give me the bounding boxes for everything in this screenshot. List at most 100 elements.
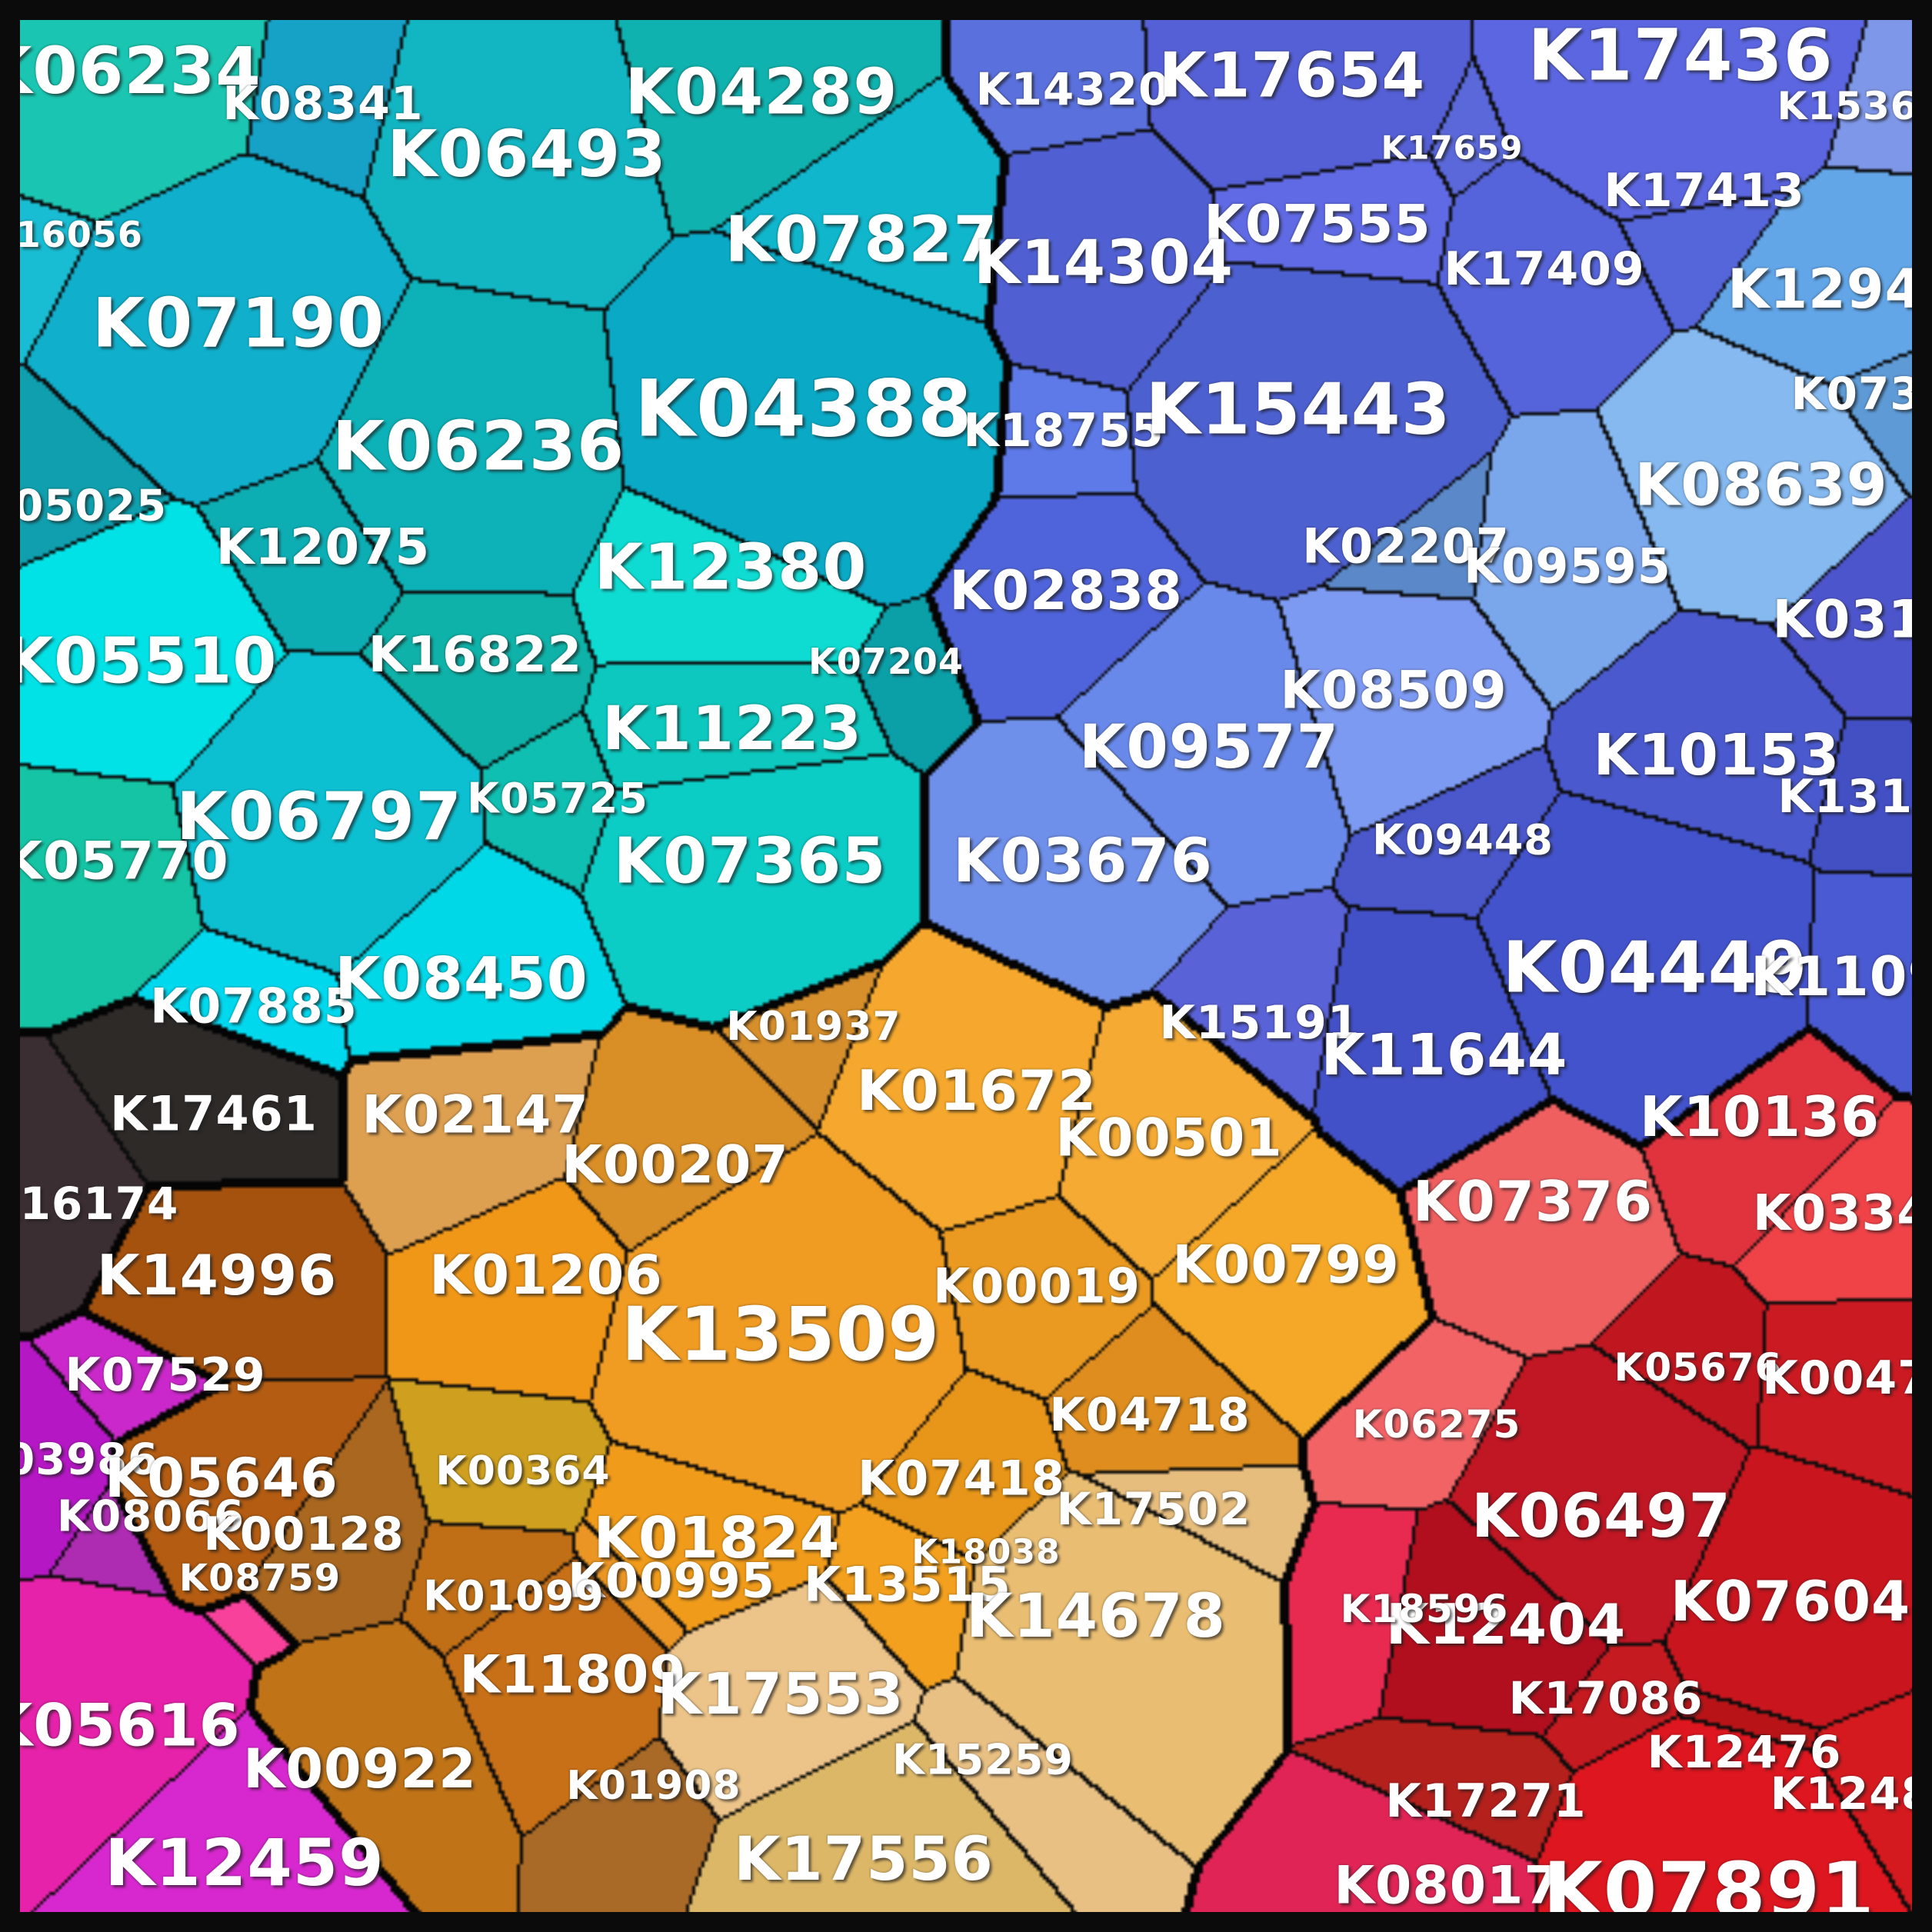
cell-label: K01937 [726, 1004, 901, 1050]
cell-label: K05770 [2, 831, 229, 892]
cell-label: K08017 [1334, 1855, 1561, 1917]
cell-label: K02838 [949, 559, 1183, 622]
cell-label: K07529 [65, 1348, 266, 1402]
cell-label: K12948 [1727, 258, 1932, 321]
cell-label: K02207 [1302, 518, 1510, 575]
cell-label: K01099 [423, 1571, 605, 1621]
cell-label: K13195 [1777, 770, 1932, 824]
cell-label: K05646 [105, 1447, 338, 1510]
cell-label: K15361 [1777, 84, 1932, 128]
cell-label: K07418 [858, 1450, 1065, 1507]
cell-label: K08639 [1634, 450, 1888, 519]
cell-label: K11223 [602, 695, 862, 764]
cell-label: K09448 [1372, 815, 1554, 864]
cell-label: K17502 [1056, 1483, 1251, 1535]
cell-label: K05725 [467, 774, 648, 823]
cell-label: K09595 [1464, 538, 1671, 595]
cell-label: K08341 [222, 77, 424, 131]
cell-label: K06797 [176, 778, 462, 855]
cell-label: K17271 [1385, 1774, 1587, 1828]
cell-label: K07190 [92, 283, 385, 363]
cell-label: K00207 [561, 1134, 789, 1196]
cell-label: K14996 [96, 1243, 338, 1307]
cell-label: K13509 [621, 1291, 941, 1377]
cell-label: K06236 [331, 406, 625, 486]
cell-label: K14320 [975, 63, 1171, 115]
cell-label: K00501 [1055, 1108, 1283, 1169]
cell-label: K06493 [387, 116, 667, 192]
cell-label: K18038 [911, 1532, 1061, 1572]
cell-label: K06275 [1352, 1402, 1521, 1447]
cell-label: K14304 [974, 228, 1234, 298]
cell-label: K17461 [110, 1085, 318, 1142]
cell-label: K15443 [1145, 368, 1451, 451]
cell-label: K16174 [0, 1178, 179, 1230]
cell-label: K07365 [613, 824, 887, 898]
cell-label: K06497 [1471, 1482, 1731, 1551]
cell-label: K17409 [1444, 242, 1645, 296]
cell-label: K00364 [435, 1448, 611, 1494]
cell-label: K16056 [0, 214, 143, 255]
cell-label: K04449 [1502, 926, 1808, 1009]
cell-label: K11644 [1321, 1022, 1568, 1088]
cell-label: K01824 [593, 1505, 841, 1571]
cell-label: K07891 [1543, 1845, 1875, 1932]
cell-label: K00799 [1172, 1234, 1400, 1296]
cell-label: K10153 [1593, 722, 1840, 788]
cell-label: K10136 [1639, 1084, 1880, 1149]
cell-label: K17553 [657, 1661, 904, 1727]
cell-label: K05025 [0, 481, 168, 531]
cell-label: K12404 [1385, 1592, 1627, 1657]
cell-label: K18755 [963, 404, 1164, 458]
cell-label: K13515 [804, 1556, 1011, 1613]
cell-label: K01672 [856, 1058, 1098, 1123]
cell-label: K12459 [105, 1825, 385, 1900]
cell-label: K07376 [1412, 1169, 1654, 1234]
cell-label: K12476 [1647, 1726, 1842, 1778]
cell-label: K14678 [966, 1582, 1226, 1651]
cell-label: K17659 [1381, 128, 1524, 167]
cell-label: K17086 [1508, 1672, 1704, 1724]
cell-label: K16822 [368, 627, 583, 684]
cell-label: K17654 [1158, 39, 1426, 112]
cell-label: K02147 [361, 1084, 589, 1146]
cell-label: K04289 [625, 55, 898, 129]
cell-label: K07827 [724, 203, 998, 277]
cell-label: K00995 [568, 1552, 775, 1609]
cell-label: K12380 [594, 531, 868, 605]
cell-label: K00922 [243, 1737, 477, 1800]
cell-label: K00019 [933, 1257, 1141, 1314]
cell-label: K17413 [1604, 164, 1805, 218]
cell-label: K07555 [1204, 194, 1431, 255]
cell-label: K17556 [734, 1825, 994, 1894]
cell-label: K18596 [1340, 1587, 1509, 1631]
cell-label: K08066 [56, 1491, 245, 1542]
cell-label: K12075 [215, 519, 431, 576]
cell-label: K05510 [4, 625, 278, 698]
cell-label: K15259 [892, 1735, 1074, 1784]
cell-label: K11809 [459, 1644, 687, 1706]
cell-label: K01206 [429, 1244, 663, 1307]
cell-label: K03676 [953, 827, 1213, 896]
cell-label: K04388 [635, 363, 973, 455]
cell-label: K07342 [1790, 368, 1932, 420]
cell-label: K11094 [1750, 945, 1932, 1008]
cell-label: K15191 [1159, 996, 1361, 1050]
cell-label: K09577 [1079, 713, 1339, 782]
cell-label: K08509 [1280, 660, 1507, 721]
cell-label: K07204 [808, 641, 964, 682]
cell-label: K07604 [1670, 1569, 1911, 1634]
cell-label: K00128 [203, 1507, 405, 1561]
cell-label: K03124 [1772, 589, 1932, 651]
cell-label: K06234 [0, 33, 261, 108]
cell-label: K04718 [1049, 1388, 1251, 1442]
cell-label: K08450 [335, 944, 588, 1013]
cell-label: K05676 [1614, 1345, 1783, 1390]
cell-label: K03986 [0, 1434, 159, 1485]
cell-label: K17436 [1527, 14, 1834, 97]
cell-label: K03348 [1752, 1185, 1932, 1242]
cell-label: K07885 [150, 978, 358, 1034]
